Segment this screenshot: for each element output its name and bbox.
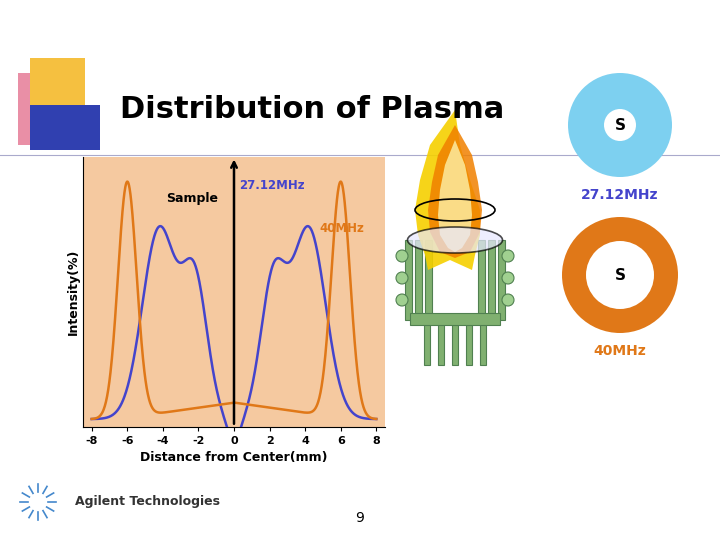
Circle shape xyxy=(604,109,636,141)
Y-axis label: Intensity(%): Intensity(%) xyxy=(67,248,80,335)
Bar xyxy=(480,315,486,365)
Circle shape xyxy=(502,272,514,284)
Bar xyxy=(424,315,430,365)
Text: S: S xyxy=(614,118,626,132)
Text: 27.12MHz: 27.12MHz xyxy=(581,188,659,202)
Bar xyxy=(498,240,505,320)
Bar xyxy=(30,105,100,150)
Ellipse shape xyxy=(408,227,503,253)
Bar xyxy=(488,240,495,320)
Circle shape xyxy=(562,217,678,333)
Bar xyxy=(410,313,500,325)
X-axis label: Distance from Center(mm): Distance from Center(mm) xyxy=(140,451,328,464)
Bar xyxy=(415,240,422,320)
Text: 9: 9 xyxy=(356,511,364,525)
Text: 40MHz: 40MHz xyxy=(320,221,364,234)
Text: 40MHz: 40MHz xyxy=(593,344,647,358)
Circle shape xyxy=(586,241,654,309)
Polygon shape xyxy=(428,125,482,258)
Text: 27.12MHz: 27.12MHz xyxy=(239,179,305,192)
Bar xyxy=(30,58,85,110)
Circle shape xyxy=(568,73,672,177)
Bar xyxy=(452,315,458,365)
Circle shape xyxy=(396,250,408,262)
Bar xyxy=(425,240,432,320)
Text: Distribution of Plasma: Distribution of Plasma xyxy=(120,96,504,125)
Bar xyxy=(466,315,472,365)
Polygon shape xyxy=(438,140,472,252)
Bar xyxy=(478,240,485,320)
Circle shape xyxy=(502,250,514,262)
Bar xyxy=(438,315,444,365)
Bar xyxy=(18,73,76,145)
Polygon shape xyxy=(415,110,480,270)
Circle shape xyxy=(396,294,408,306)
Text: Agilent Technologies: Agilent Technologies xyxy=(75,496,220,509)
Circle shape xyxy=(502,294,514,306)
Text: Sample: Sample xyxy=(166,192,218,205)
Text: S: S xyxy=(614,267,626,282)
Circle shape xyxy=(396,272,408,284)
Bar xyxy=(405,240,412,320)
